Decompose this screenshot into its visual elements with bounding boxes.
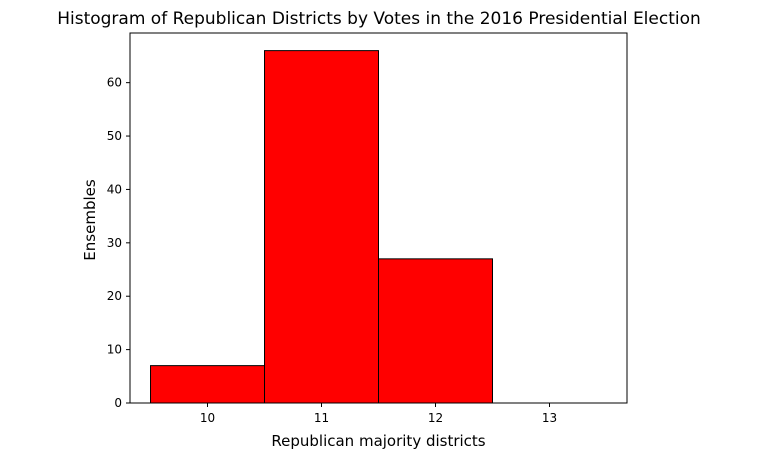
x-axis-label: Republican majority districts xyxy=(271,432,485,450)
y-axis-label: Ensembles xyxy=(81,179,99,261)
y-tick-label: 40 xyxy=(107,182,122,196)
y-tick-label: 0 xyxy=(114,396,122,410)
plot-frame xyxy=(129,32,628,404)
bar-12 xyxy=(378,258,493,404)
y-tick-label: 50 xyxy=(107,129,122,143)
y-tick-label: 10 xyxy=(107,343,122,357)
y-tick-label: 30 xyxy=(107,236,122,250)
bars-group xyxy=(150,50,493,404)
y-tick-label: 60 xyxy=(107,76,122,90)
chart-title: Histogram of Republican Districts by Vot… xyxy=(57,9,701,29)
bar-11 xyxy=(264,50,380,404)
y-tick-label: 20 xyxy=(107,289,122,303)
bar-10 xyxy=(150,365,266,404)
y-ticks-group: 0 10 20 30 40 50 60 xyxy=(107,76,130,410)
x-tick-label: 12 xyxy=(428,411,443,425)
x-ticks-group: 10 11 12 13 xyxy=(200,403,557,425)
x-tick-label: 10 xyxy=(200,411,215,425)
x-tick-label: 13 xyxy=(542,411,557,425)
x-tick-label: 11 xyxy=(314,411,329,425)
